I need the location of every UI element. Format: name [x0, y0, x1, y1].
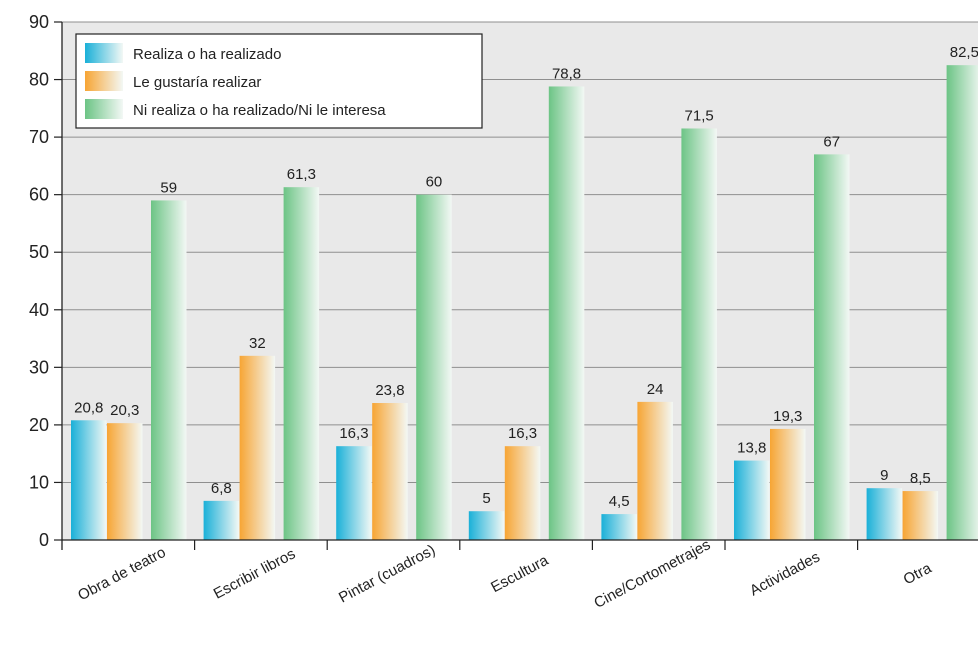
bar [601, 514, 637, 540]
bar [946, 65, 978, 541]
data-label: 60 [426, 174, 443, 191]
data-label: 82,5 [950, 44, 978, 61]
x-tick-label: Otra [901, 559, 935, 588]
bar [814, 154, 850, 540]
legend-box [75, 33, 483, 129]
bar [336, 446, 372, 540]
data-label: 8,5 [910, 470, 931, 487]
data-label: 9 [880, 467, 888, 484]
bar [468, 511, 505, 540]
x-tick-label: Actividades [747, 549, 823, 600]
y-tick-label: 40 [29, 300, 49, 320]
bar [416, 194, 452, 540]
data-label: 24 [647, 381, 664, 398]
x-tick-label: Pintar (cuadros) [336, 541, 438, 606]
bar [734, 460, 770, 540]
legend: Realiza o ha realizado Le gustaría realiz… [75, 33, 483, 129]
data-label: 59 [160, 179, 177, 196]
y-tick-label: 0 [39, 530, 49, 550]
legend-label: Ni realiza o ha realizado/Ni le interesa [133, 102, 386, 119]
legend-swatch [85, 99, 123, 119]
bar [372, 403, 408, 540]
data-label: 67 [823, 133, 840, 150]
data-label: 16,3 [339, 425, 368, 442]
bar [71, 420, 107, 540]
data-label: 20,3 [110, 402, 139, 419]
y-tick-label: 60 [29, 185, 49, 205]
data-label: 61,3 [287, 166, 316, 183]
bar [283, 187, 320, 540]
y-tick-label: 50 [29, 242, 49, 262]
data-label: 23,8 [375, 382, 404, 399]
legend-label: Realiza o ha realizado [133, 46, 281, 63]
data-label: 5 [482, 490, 490, 507]
data-label: 71,5 [685, 107, 714, 124]
data-label: 6,8 [211, 480, 232, 497]
legend-label: Le gustaría realizar [133, 74, 261, 91]
bar [548, 86, 585, 540]
bar [203, 500, 240, 540]
y-tick-label: 90 [29, 12, 49, 32]
y-tick-label: 30 [29, 357, 49, 377]
x-tick-label: Escribir libros [211, 545, 298, 602]
data-label: 20,8 [74, 399, 103, 416]
data-label: 13,8 [737, 440, 766, 457]
bar [239, 355, 276, 540]
bar [866, 488, 903, 540]
legend-swatch [85, 71, 123, 91]
bars [71, 65, 978, 541]
data-labels: 20,8 20,3 59 6,8 32 61,3 16,3 23,8 60 5 16,3 78,8 4,… [74, 44, 978, 510]
y-tick-label: 10 [29, 472, 49, 492]
legend-swatch [85, 43, 123, 63]
y-tick-label: 70 [29, 127, 49, 147]
data-label: 16,3 [508, 425, 537, 442]
bar [504, 446, 541, 540]
bar [681, 128, 717, 540]
y-tick-label: 80 [29, 70, 49, 90]
bar [770, 428, 806, 540]
data-label: 78,8 [552, 65, 581, 82]
data-label: 4,5 [609, 493, 630, 510]
x-tick-label: Escultura [488, 552, 552, 597]
bar [637, 401, 673, 540]
y-tick-label: 20 [29, 415, 49, 435]
data-label: 32 [249, 335, 266, 352]
data-label: 19,3 [773, 408, 802, 425]
bar [107, 423, 143, 540]
bar [151, 200, 187, 540]
x-tick-label: Obra de teatro [75, 544, 168, 604]
x-tick-label: Cine/Cortometrajes [591, 536, 713, 612]
bar [902, 491, 939, 540]
